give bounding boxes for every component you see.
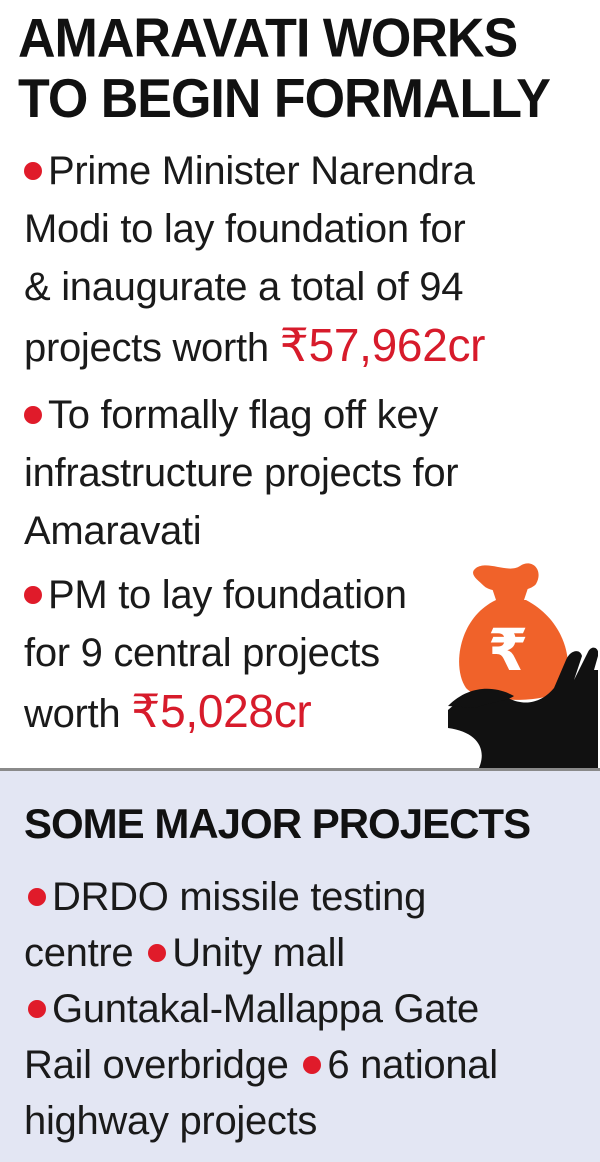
bullet-dot-icon [28,888,46,906]
bullet-central-projects: PM to lay foundation for 9 central proje… [24,566,494,743]
headline-line-2: TO BEGIN FORMALLY [18,68,551,130]
bullet-dot-icon [148,944,167,962]
bullet-2-line-1: To formally flag off key [48,393,439,437]
project-line-2: centre Unity mall [24,925,584,981]
bullet-1-line-2: Modi to lay foundation for [24,207,466,251]
project-line-1: DRDO missile testing [24,869,584,925]
project-item-drdo: DRDO missile testing [52,875,427,919]
bullet-dot-icon [24,162,42,180]
bag-body-icon [459,600,568,700]
bullet-total-projects: Prime Minister Narendra Modi to lay foun… [24,142,584,377]
project-item-guntakal: Guntakal-Mallappa Gate [52,987,479,1031]
bullet-dot-icon [24,406,42,424]
bullet-3-line-1: PM to lay foundation [48,573,407,617]
major-projects-list: DRDO missile testing centre Unity mall G… [24,869,584,1149]
section-divider [0,768,600,771]
bullet-1-line-4: projects worth [24,326,280,370]
bullet-2-line-2: infrastructure projects for [24,451,459,495]
project-item-unity-mall: Unity mall [172,931,345,975]
rupee-symbol: ₹ [488,616,528,684]
bag-knot-icon [473,563,539,592]
major-projects-panel: SOME MAJOR PROJECTS DRDO missile testing… [0,771,600,1162]
bullet-3-line-2: for 9 central projects [24,631,380,675]
project-item-guntakal-cont: Rail overbridge [24,1043,289,1087]
bullet-1-amount: ₹57,962cr [279,319,486,371]
project-line-3: Guntakal-Mallappa Gate [24,981,584,1037]
hand-icon [448,647,598,770]
bullet-dot-icon [24,586,42,604]
top-section: AMARAVATI WORKS TO BEGIN FORMALLY Prime … [18,8,598,770]
bullet-dot-icon [303,1056,322,1074]
project-item-highways-cont: highway projects [24,1099,318,1143]
bullet-2-line-3: Amaravati [24,509,202,553]
headline: AMARAVATI WORKS TO BEGIN FORMALLY [18,8,588,130]
project-item-highways: 6 national [327,1043,498,1087]
bullet-3-amount: ₹5,028cr [131,685,312,737]
project-line-5: highway projects [24,1093,584,1149]
money-bag-hand-icon: ₹ [448,563,598,770]
bullet-1-line-3: & inaugurate a total of 94 [24,265,464,309]
project-item-drdo-cont: centre [24,931,134,975]
bullet-dot-icon [28,1000,46,1018]
bullet-3-line-3: worth [24,692,132,736]
major-projects-title: SOME MAJOR PROJECTS [24,800,531,847]
project-line-4: Rail overbridge 6 national [24,1037,584,1093]
bullet-1-line-1: Prime Minister Narendra [48,149,475,193]
headline-line-1: AMARAVATI WORKS [18,8,518,69]
bullet-flag-off: To formally flag off key infrastructure … [24,386,584,560]
